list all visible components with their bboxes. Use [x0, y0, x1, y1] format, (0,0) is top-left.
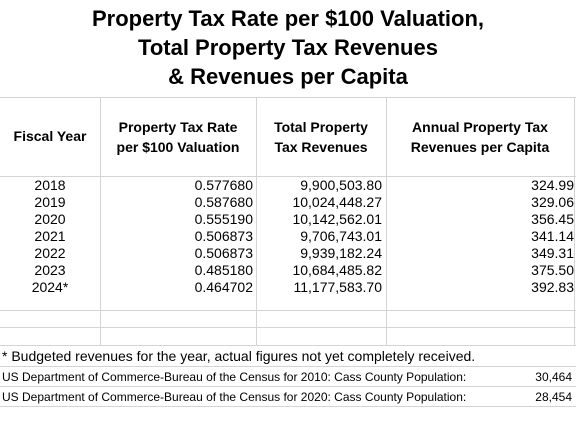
cell-rate: 0.464702	[194, 279, 253, 295]
table-row: 2019 0.587680 10,024,448.27 329.06	[0, 195, 576, 210]
title-line-1: Property Tax Rate per $100 Valuation,	[91, 6, 485, 31]
table-row: 2021 0.506873 9,706,743.01 341.14	[0, 229, 576, 244]
table-row: 2024* 0.464702 11,177,583.70 392.83	[0, 280, 576, 295]
sheet-title: Property Tax Rate per $100 Valuation, To…	[0, 4, 576, 91]
cell-total: 10,142,562.01	[292, 211, 382, 227]
gridline	[0, 327, 576, 328]
gridline	[0, 366, 576, 367]
cell-per-capita: 349.31	[531, 245, 574, 261]
cell-rate: 0.506873	[194, 245, 253, 261]
title-line-2: Total Property Tax Revenues	[138, 35, 438, 60]
cell-total: 10,024,448.27	[292, 194, 382, 210]
header-fiscal-year-label: Fiscal Year	[13, 128, 87, 144]
cell-year: 2019	[34, 194, 66, 210]
header-tax-rate-line-2: per $100 Valuation	[116, 139, 240, 155]
gridline	[0, 386, 576, 387]
cell-total: 10,684,485.82	[292, 262, 382, 278]
gridline	[0, 406, 576, 407]
table-row: 2018 0.577680 9,900,503.80 324.99	[0, 178, 576, 193]
header-per-capita-line-2: Revenues per Capita	[410, 139, 550, 155]
gridline	[574, 97, 575, 345]
gridline	[0, 345, 576, 346]
census-source-2010: US Department of Commerce-Bureau of the …	[2, 370, 467, 384]
title-line-3: & Revenues per Capita	[168, 64, 408, 89]
gridline	[0, 310, 576, 311]
cell-rate: 0.587680	[194, 194, 253, 210]
header-total-revenues-line-2: Tax Revenues	[274, 139, 368, 155]
header-fiscal-year: Fiscal Year	[0, 126, 100, 146]
header-per-capita: Annual Property Tax Revenues per Capita	[386, 117, 574, 157]
cell-per-capita: 341.14	[531, 228, 574, 244]
cell-year: 2021	[34, 228, 66, 244]
table-row: 2020 0.555190 10,142,562.01 356.45	[0, 212, 576, 227]
cell-year: 2018	[34, 177, 66, 193]
cell-year: 2020	[34, 211, 66, 227]
cell-total: 9,706,743.01	[300, 228, 382, 244]
cell-per-capita: 329.06	[531, 194, 574, 210]
gridline	[100, 97, 101, 345]
cell-total: 9,939,182.24	[300, 245, 382, 261]
cell-total: 9,900,503.80	[300, 177, 382, 193]
gridline	[0, 97, 576, 98]
table-row: 2023 0.485180 10,684,485.82 375.50	[0, 263, 576, 278]
cell-per-capita: 392.83	[531, 279, 574, 295]
header-per-capita-line-1: Annual Property Tax	[412, 119, 548, 135]
cell-year: 2024*	[31, 279, 69, 295]
header-total-revenues-line-1: Total Property	[274, 119, 368, 135]
cell-per-capita: 375.50	[531, 262, 574, 278]
cell-rate: 0.555190	[194, 211, 253, 227]
footnote: * Budgeted revenues for the year, actual…	[2, 348, 476, 364]
gridline	[386, 97, 387, 345]
cell-per-capita: 324.99	[531, 177, 574, 193]
cell-year: 2023	[34, 262, 66, 278]
cell-total: 11,177,583.70	[293, 279, 383, 295]
population-2010: 30,464	[535, 370, 572, 384]
gridline	[256, 97, 257, 345]
cell-rate: 0.506873	[194, 228, 253, 244]
cell-rate: 0.485180	[194, 262, 253, 278]
census-source-2020: US Department of Commerce-Bureau of the …	[2, 390, 467, 404]
gridline	[0, 176, 576, 177]
header-tax-rate-line-1: Property Tax Rate	[118, 119, 238, 135]
table-row: 2022 0.506873 9,939,182.24 349.31	[0, 246, 576, 261]
cell-year: 2022	[34, 245, 66, 261]
cell-per-capita: 356.45	[531, 211, 574, 227]
header-tax-rate: Property Tax Rate per $100 Valuation	[100, 117, 256, 157]
cell-rate: 0.577680	[194, 177, 253, 193]
header-total-revenues: Total Property Tax Revenues	[256, 117, 386, 157]
population-2020: 28,454	[535, 390, 572, 404]
